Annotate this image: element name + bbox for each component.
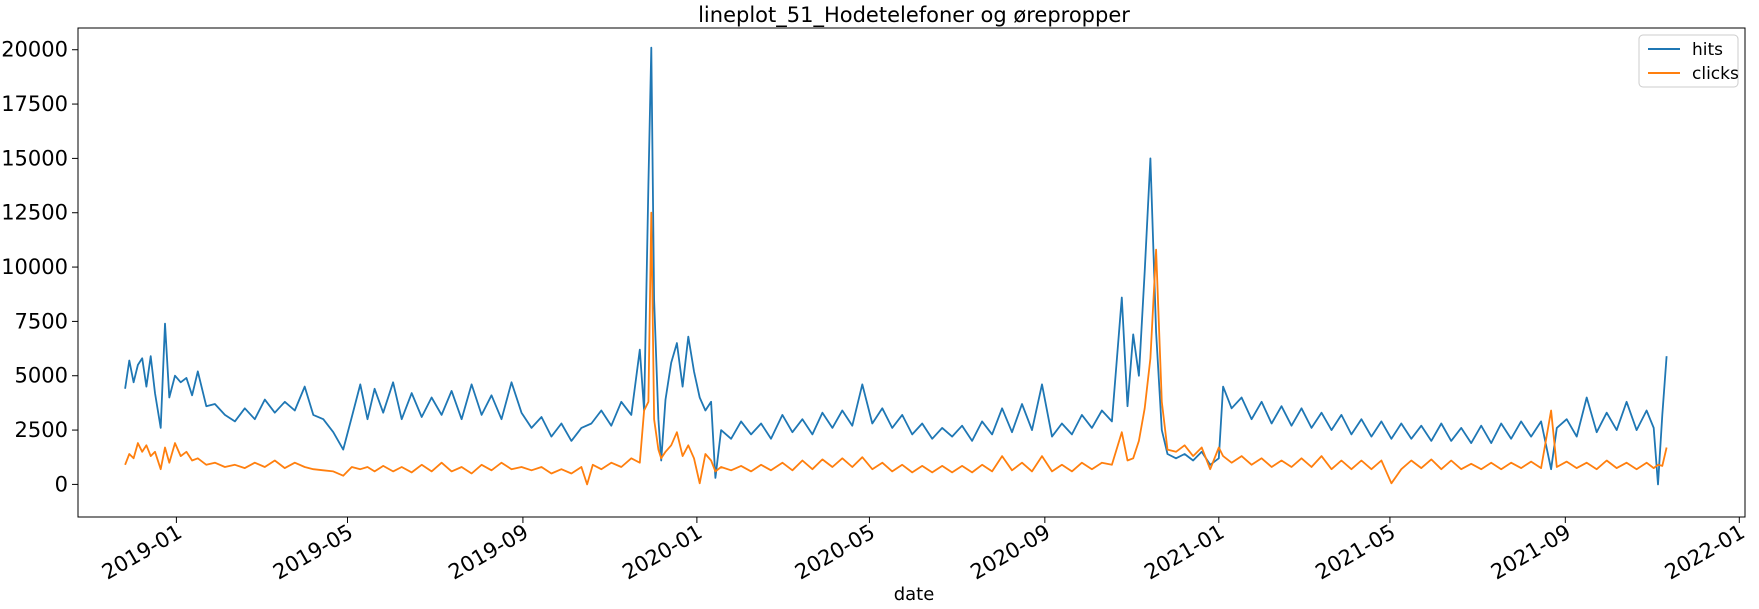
x-tick-label: 2019-05 — [269, 520, 357, 585]
x-tick-label: 2021-05 — [1311, 520, 1399, 585]
y-tick-label: 7500 — [15, 309, 68, 333]
plot-frame — [77, 27, 1746, 518]
y-tick-label: 10000 — [1, 255, 68, 279]
x-tick-label: 2021-01 — [1140, 520, 1228, 585]
chart-title: lineplot_51_Hodetelefoner og ørepropper — [698, 3, 1130, 28]
legend-label-clicks: clicks — [1692, 64, 1739, 84]
x-tick-label: 2020-05 — [791, 520, 879, 585]
x-tick-label: 2021-09 — [1487, 520, 1575, 585]
x-axis-title: date — [894, 584, 935, 605]
y-axis: 0 2500 5000 7500 10000 12500 15000 17500 20000 — [1, 38, 78, 496]
plot-area — [78, 28, 1745, 517]
x-tick-label: 2020-09 — [966, 520, 1054, 585]
y-tick-label: 17500 — [1, 92, 68, 116]
y-tick-label: 2500 — [15, 418, 68, 442]
x-tick-label: 2019-01 — [98, 520, 186, 585]
x-tick-label: 2019-09 — [444, 520, 532, 585]
series-line-hits — [124, 46, 1668, 486]
y-tick-label: 20000 — [1, 38, 68, 62]
legend: hits clicks — [1638, 34, 1739, 88]
y-tick-label: 15000 — [1, 146, 68, 170]
legend-label-hits: hits — [1692, 40, 1723, 60]
x-axis: 2019-01 2019-05 2019-09 2020-01 2020-05 2020-… — [98, 517, 1749, 584]
series-line-clicks — [124, 211, 1668, 486]
series-layer — [124, 46, 1668, 486]
y-tick-label: 0 — [55, 472, 68, 496]
y-tick-label: 5000 — [15, 364, 68, 388]
y-tick-label: 12500 — [1, 201, 68, 225]
x-tick-label: 2022-01 — [1661, 520, 1749, 585]
x-tick-label: 2020-01 — [618, 520, 706, 585]
